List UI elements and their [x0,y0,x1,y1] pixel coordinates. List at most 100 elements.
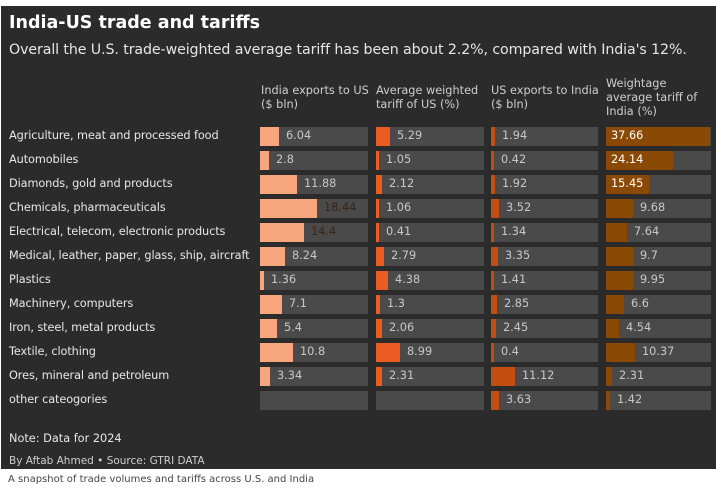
column-header-us-tariff: Average weighted tariff of US (%) [376,84,479,111]
value-india-exports-medical-leather-paper-glass-ship-aircraft: 8.24 [292,249,318,262]
column-header-us-exports: US exports to India ($ bln) [491,84,599,111]
value-us-exports-other-cateogories: 3.63 [506,393,532,406]
column-header-india-tariff: Weightage average tariff of India (%) [606,77,698,118]
bar-us-tariff-agriculture-meat-and-processed-food [376,127,390,146]
value-india-tariff-agriculture-meat-and-processed-food: 37.66 [611,129,644,142]
chart-note: Note: Data for 2024 [9,432,122,445]
bar-us-exports-agriculture-meat-and-processed-food [491,127,495,146]
value-us-tariff-medical-leather-paper-glass-ship-aircraft: 2.79 [391,249,417,262]
bar-track-india-exports [260,151,368,170]
row-label-diamonds-gold-and-products: Diamonds, gold and products [9,177,173,190]
bar-india-tariff-other-cateogories [606,391,610,410]
bar-india-tariff-electrical-telecom-electronic-products [606,223,627,242]
value-us-exports-chemicals-pharmaceuticals: 3.52 [506,201,532,214]
bar-track-india-exports [260,319,368,338]
value-us-tariff-plastics: 4.38 [395,273,421,286]
bar-us-exports-other-cateogories [491,391,499,410]
row-label-chemicals-pharmaceuticals: Chemicals, pharmaceuticals [9,201,166,214]
bar-track-us-tariff [376,199,484,218]
row-label-machinery-computers: Machinery, computers [9,297,134,310]
value-us-tariff-ores-mineral-and-petroleum: 2.31 [389,369,415,382]
value-india-exports-machinery-computers: 7.1 [289,297,307,310]
row-label-textile-clothing: Textile, clothing [9,345,96,358]
value-india-tariff-electrical-telecom-electronic-products: 7.64 [634,225,660,238]
value-us-exports-iron-steel-metal-products: 2.45 [503,321,529,334]
bar-track-us-exports [491,367,598,386]
bar-us-exports-machinery-computers [491,295,497,314]
bar-track-us-tariff [376,391,484,410]
value-india-tariff-plastics: 9.95 [640,273,666,286]
value-us-exports-diamonds-gold-and-products: 1.92 [502,177,528,190]
value-us-tariff-machinery-computers: 1.3 [387,297,405,310]
value-india-exports-chemicals-pharmaceuticals: 18.44 [324,201,357,214]
bar-track-us-exports [491,247,598,266]
row-label-ores-mineral-and-petroleum: Ores, mineral and petroleum [9,369,170,382]
bar-track-us-tariff [376,175,484,194]
bar-track-us-tariff [376,343,484,362]
bar-track-us-exports [491,391,598,410]
bar-india-exports-plastics [260,271,264,290]
bar-india-tariff-medical-leather-paper-glass-ship-aircraft [606,247,633,266]
bar-us-tariff-ores-mineral-and-petroleum [376,367,382,386]
value-us-exports-agriculture-meat-and-processed-food: 1.94 [502,129,528,142]
value-us-exports-medical-leather-paper-glass-ship-aircraft: 3.35 [505,249,531,262]
value-india-exports-iron-steel-metal-products: 5.4 [284,321,302,334]
bar-us-exports-medical-leather-paper-glass-ship-aircraft [491,247,498,266]
bar-us-tariff-diamonds-gold-and-products [376,175,382,194]
bar-us-tariff-machinery-computers [376,295,380,314]
chart-subtitle: Overall the U.S. trade-weighted average … [9,42,687,58]
bar-india-exports-iron-steel-metal-products [260,319,277,338]
bar-us-exports-chemicals-pharmaceuticals [491,199,499,218]
value-india-tariff-medical-leather-paper-glass-ship-aircraft: 9.7 [640,249,658,262]
value-us-tariff-chemicals-pharmaceuticals: 1.06 [386,201,412,214]
bar-track-us-exports [491,199,598,218]
bar-india-exports-ores-mineral-and-petroleum [260,367,270,386]
value-india-exports-textile-clothing: 10.8 [300,345,326,358]
bar-india-exports-diamonds-gold-and-products [260,175,297,194]
value-us-exports-textile-clothing: 0.4 [501,345,519,358]
value-india-exports-ores-mineral-and-petroleum: 3.34 [277,369,303,382]
bar-india-exports-electrical-telecom-electronic-products [260,223,304,242]
value-us-tariff-electrical-telecom-electronic-products: 0.41 [386,225,412,238]
bar-track-india-exports [260,271,368,290]
value-india-exports-diamonds-gold-and-products: 11.88 [304,177,337,190]
bar-us-exports-diamonds-gold-and-products [491,175,495,194]
bar-us-tariff-medical-leather-paper-glass-ship-aircraft [376,247,384,266]
value-india-exports-automobiles: 2.8 [276,153,294,166]
row-label-other-cateogories: other cateogories [9,393,108,406]
bar-track-us-exports [491,151,598,170]
bar-us-exports-textile-clothing [491,343,494,362]
row-label-plastics: Plastics [9,273,51,286]
value-india-tariff-automobiles: 24.14 [611,153,644,166]
column-header-india-exports: India exports to US ($ bln) [261,84,369,111]
bar-india-tariff-chemicals-pharmaceuticals [606,199,633,218]
bar-track-india-exports [260,295,368,314]
bar-track-india-exports [260,247,368,266]
value-india-tariff-other-cateogories: 1.42 [617,393,643,406]
bar-track-us-tariff [376,319,484,338]
bar-track-us-exports [491,319,598,338]
bar-track-us-exports [491,343,598,362]
bar-track-india-tariff [606,223,711,242]
bar-track-india-exports [260,391,368,410]
bar-india-tariff-machinery-computers [606,295,624,314]
bar-us-exports-plastics [491,271,494,290]
bar-us-exports-iron-steel-metal-products [491,319,496,338]
bar-us-tariff-textile-clothing [376,343,400,362]
bar-us-tariff-plastics [376,271,388,290]
value-us-exports-automobiles: 0.42 [501,153,527,166]
bar-india-exports-medical-leather-paper-glass-ship-aircraft [260,247,285,266]
value-us-exports-electrical-telecom-electronic-products: 1.34 [501,225,527,238]
bar-india-exports-automobiles [260,151,269,170]
row-label-agriculture-meat-and-processed-food: Agriculture, meat and processed food [9,129,219,142]
bar-track-india-tariff [606,367,711,386]
bar-us-tariff-electrical-telecom-electronic-products [376,223,379,242]
bar-track-us-tariff [376,223,484,242]
bar-india-exports-machinery-computers [260,295,282,314]
bar-track-us-tariff [376,247,484,266]
bar-india-exports-chemicals-pharmaceuticals [260,199,317,218]
bar-track-us-exports [491,175,598,194]
bar-us-tariff-chemicals-pharmaceuticals [376,199,379,218]
bar-india-tariff-diamonds-gold-and-products [606,175,649,194]
value-india-tariff-textile-clothing: 10.37 [642,345,675,358]
